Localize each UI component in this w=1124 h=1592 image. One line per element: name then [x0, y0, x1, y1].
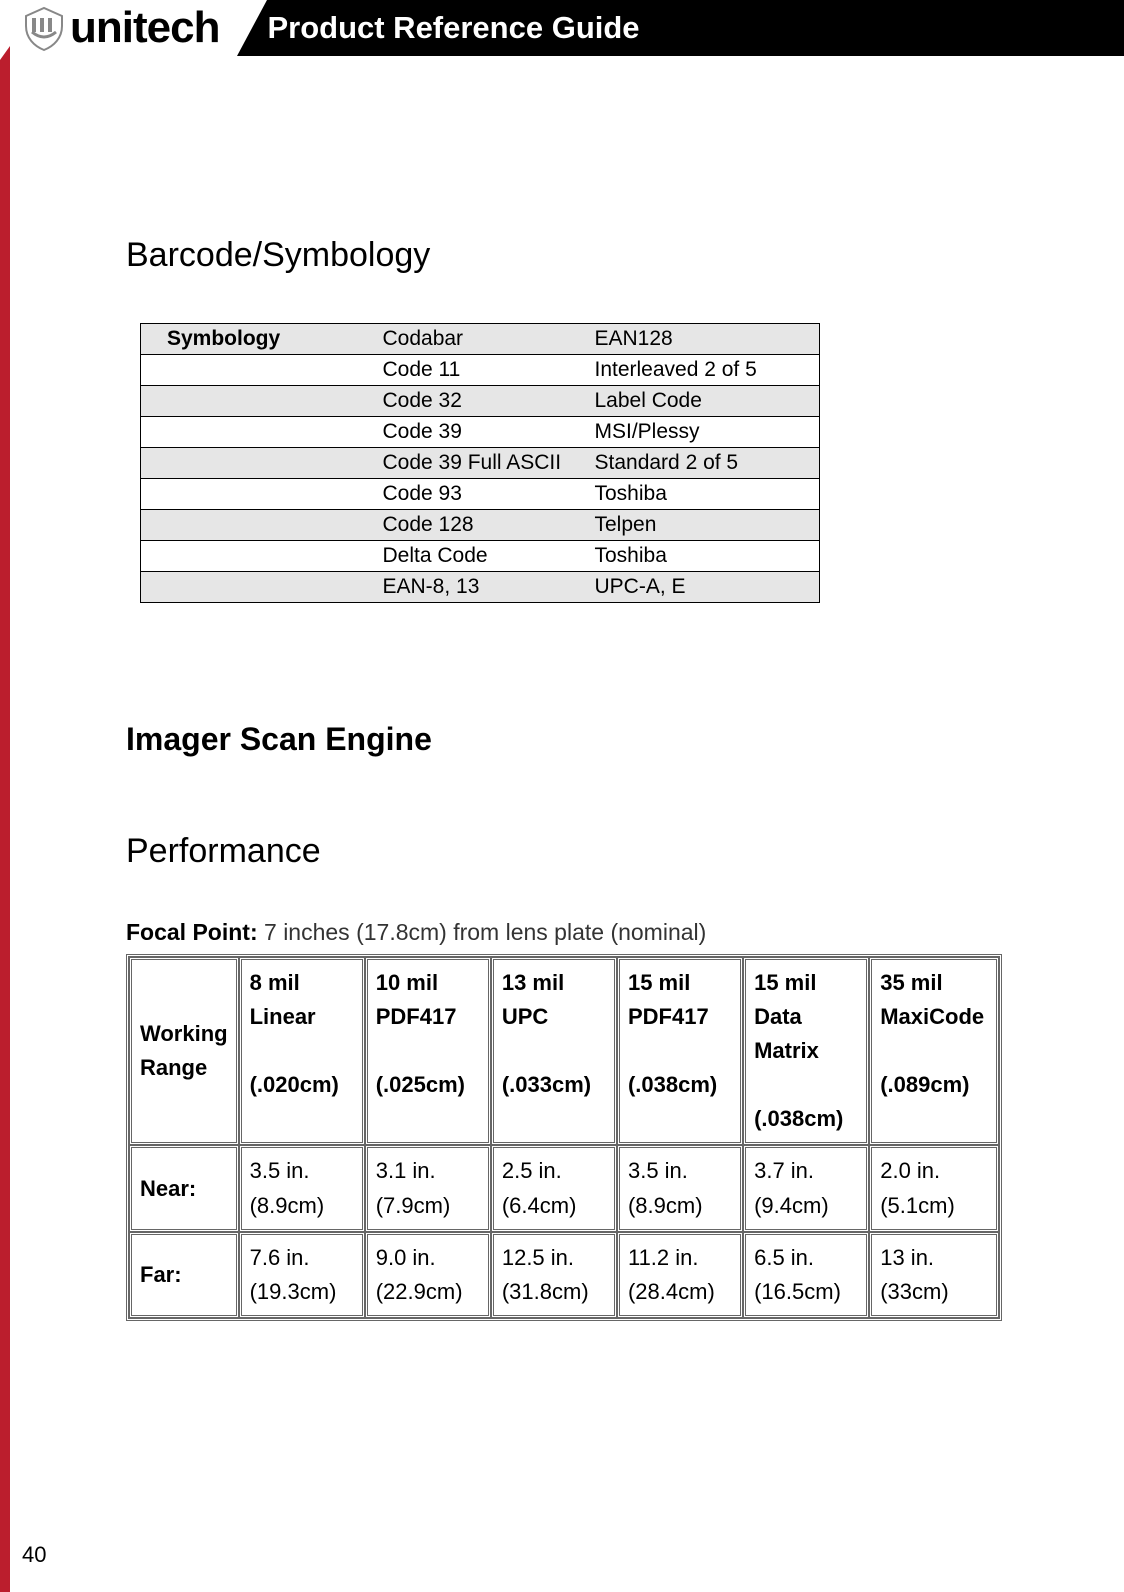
symbology-cell: Code 128 [371, 510, 583, 541]
symbology-cell: Code 39 [371, 417, 583, 448]
table-row: Code 128Telpen [141, 510, 820, 541]
symbology-cell: Toshiba [583, 479, 820, 510]
symbology-header-cell [141, 355, 371, 386]
header-divider [237, 0, 267, 56]
far-label: Far: [129, 1232, 239, 1318]
focal-label: Focal Point: [126, 919, 258, 945]
symbology-header-cell: Symbology [141, 324, 371, 355]
near-cell: 3.5 in.(8.9cm) [617, 1145, 743, 1231]
symbology-cell: Code 93 [371, 479, 583, 510]
left-accent-tab [0, 46, 10, 586]
performance-table: WorkingRange8 milLinear(.020cm)10 milPDF… [126, 954, 1002, 1321]
column-header: 15 milPDF417(.038cm) [617, 957, 743, 1145]
far-cell: 12.5 in.(31.8cm) [491, 1232, 617, 1318]
table-row: Code 32Label Code [141, 386, 820, 417]
table-row: Near:3.5 in.(8.9cm)3.1 in.(7.9cm)2.5 in.… [129, 1145, 999, 1231]
symbology-cell: EAN128 [583, 324, 820, 355]
symbology-cell: Telpen [583, 510, 820, 541]
symbology-table: SymbologyCodabarEAN128Code 11Interleaved… [140, 323, 820, 603]
symbology-header-cell [141, 448, 371, 479]
column-header: 13 milUPC(.033cm) [491, 957, 617, 1145]
far-cell: 11.2 in.(28.4cm) [617, 1232, 743, 1318]
far-cell: 7.6 in.(19.3cm) [239, 1232, 365, 1318]
page-number: 40 [22, 1542, 46, 1568]
near-cell: 2.5 in.(6.4cm) [491, 1145, 617, 1231]
symbology-cell: EAN-8, 13 [371, 572, 583, 603]
column-header: 35 milMaxiCode(.089cm) [869, 957, 999, 1145]
symbology-cell: MSI/Plessy [583, 417, 820, 448]
symbology-cell: Codabar [371, 324, 583, 355]
near-cell: 3.5 in.(8.9cm) [239, 1145, 365, 1231]
symbology-cell: Label Code [583, 386, 820, 417]
header-title: Product Reference Guide [237, 0, 1124, 56]
symbology-header-cell [141, 386, 371, 417]
symbology-header-cell [141, 572, 371, 603]
far-cell: 9.0 in.(22.9cm) [365, 1232, 491, 1318]
symbology-cell: Delta Code [371, 541, 583, 572]
column-header: 10 milPDF417(.025cm) [365, 957, 491, 1145]
page-content: Barcode/Symbology SymbologyCodabarEAN128… [0, 56, 1124, 1321]
near-cell: 3.7 in.(9.4cm) [743, 1145, 869, 1231]
column-header: 15 mil DataMatrix(.038cm) [743, 957, 869, 1145]
symbology-cell: Code 39 Full ASCII [371, 448, 583, 479]
brand-name: unitech [70, 3, 219, 53]
table-row: Code 11Interleaved 2 of 5 [141, 355, 820, 386]
symbology-header-cell [141, 541, 371, 572]
symbology-cell: Toshiba [583, 541, 820, 572]
far-cell: 6.5 in.(16.5cm) [743, 1232, 869, 1318]
symbology-cell: UPC-A, E [583, 572, 820, 603]
table-row: SymbologyCodabarEAN128 [141, 324, 820, 355]
near-label: Near: [129, 1145, 239, 1231]
symbology-header-cell [141, 479, 371, 510]
page-header: unitech Product Reference Guide [0, 0, 1124, 56]
table-row: Delta CodeToshiba [141, 541, 820, 572]
symbology-cell: Interleaved 2 of 5 [583, 355, 820, 386]
table-row: Far:7.6 in.(19.3cm)9.0 in.(22.9cm)12.5 i… [129, 1232, 999, 1318]
focal-text: 7 inches (17.8cm) from lens plate (nomin… [264, 919, 706, 945]
brand-logo: unitech [0, 0, 237, 56]
column-header: 8 milLinear(.020cm) [239, 957, 365, 1145]
focal-point: Focal Point: 7 inches (17.8cm) from lens… [126, 919, 1014, 946]
working-range-label: WorkingRange [129, 957, 239, 1145]
symbology-header-cell [141, 510, 371, 541]
symbology-cell: Code 11 [371, 355, 583, 386]
far-cell: 13 in.(33cm) [869, 1232, 999, 1318]
performance-heading: Performance [126, 832, 1014, 871]
symbology-header-cell [141, 417, 371, 448]
table-row: Code 93Toshiba [141, 479, 820, 510]
logo-icon [20, 4, 68, 52]
symbology-cell: Standard 2 of 5 [583, 448, 820, 479]
table-row: EAN-8, 13UPC-A, E [141, 572, 820, 603]
imager-heading: Imager Scan Engine [126, 721, 1014, 758]
table-row: WorkingRange8 milLinear(.020cm)10 milPDF… [129, 957, 999, 1145]
table-row: Code 39MSI/Plessy [141, 417, 820, 448]
symbology-cell: Code 32 [371, 386, 583, 417]
barcode-heading: Barcode/Symbology [126, 236, 1014, 275]
near-cell: 3.1 in.(7.9cm) [365, 1145, 491, 1231]
near-cell: 2.0 in.(5.1cm) [869, 1145, 999, 1231]
table-row: Code 39 Full ASCIIStandard 2 of 5 [141, 448, 820, 479]
